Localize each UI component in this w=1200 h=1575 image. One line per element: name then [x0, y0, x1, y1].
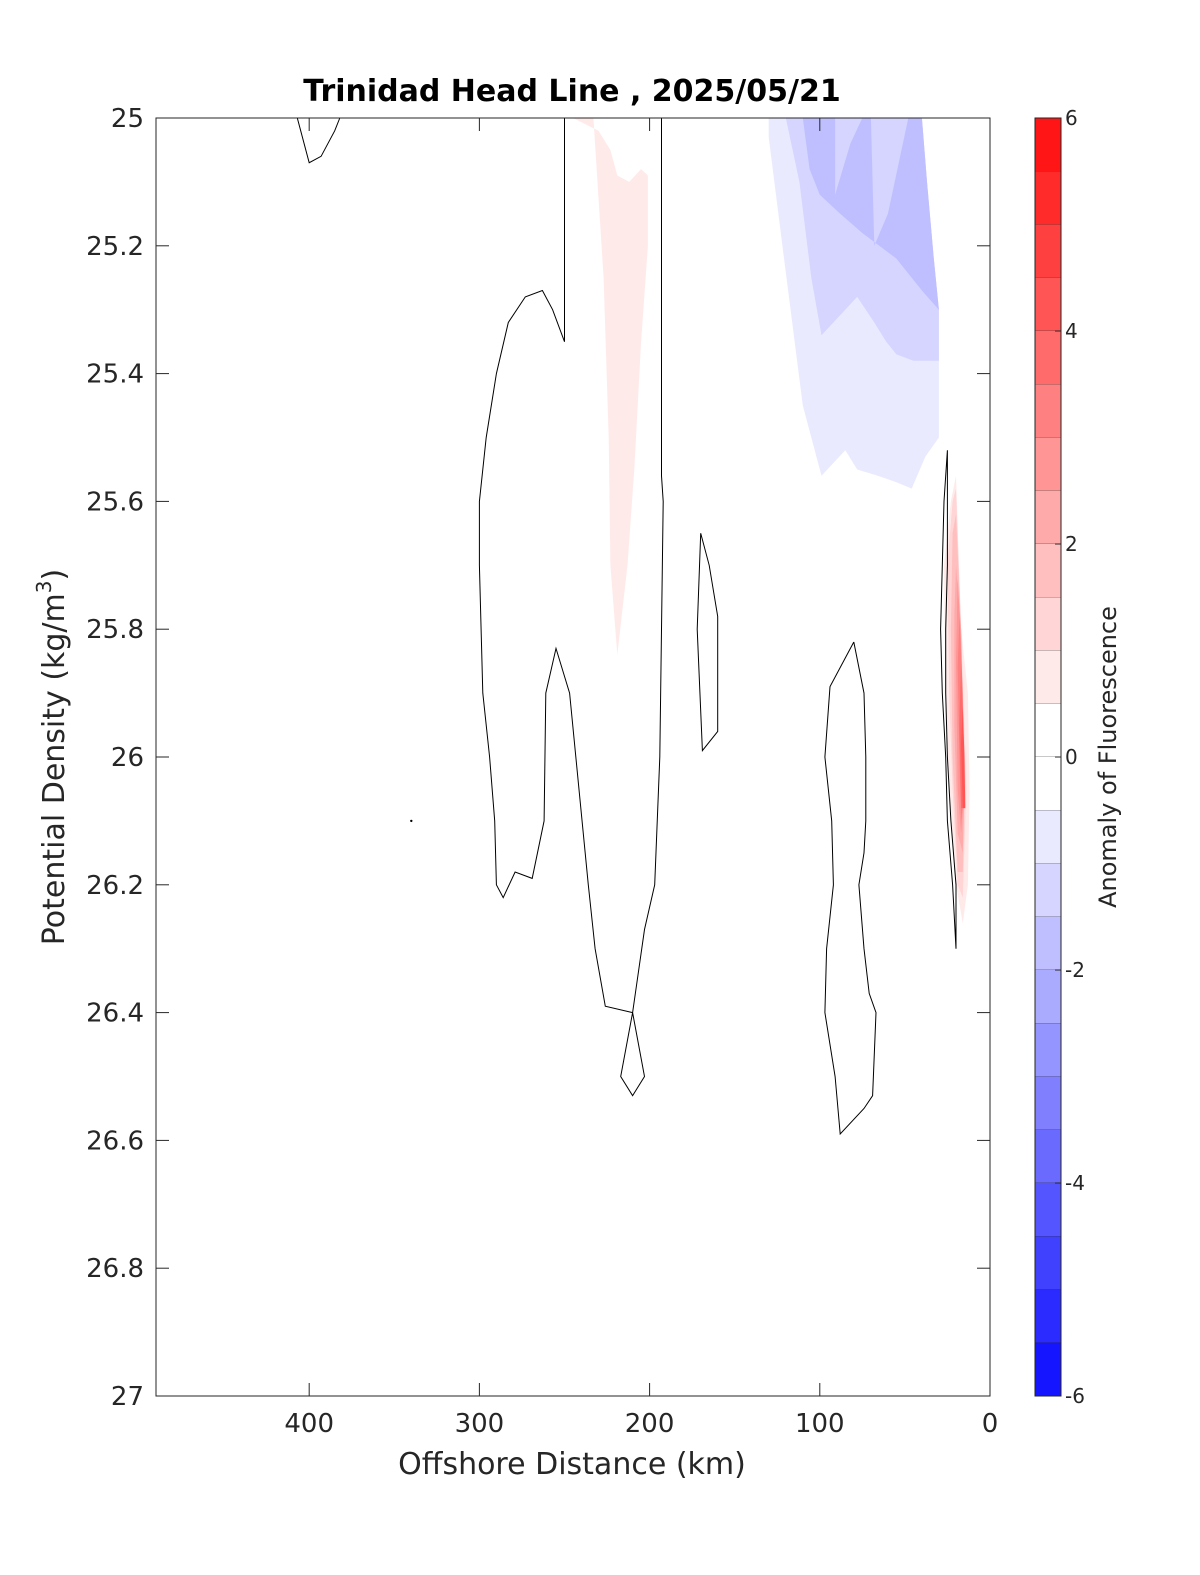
zero-contour-5: [940, 450, 957, 949]
stray-points: [410, 819, 413, 823]
y-tick-label: 26.8: [86, 1254, 144, 1284]
colorbar-tick-label: 0: [1065, 745, 1078, 769]
colorbar-band: [1035, 1023, 1061, 1077]
colorbar-band: [1035, 757, 1061, 811]
colorbar-band: [1035, 650, 1061, 705]
colorbar-band: [1035, 437, 1061, 492]
x-tick-label: 100: [795, 1409, 845, 1439]
colorbar-band: [1035, 1289, 1061, 1344]
colorbar-band: [1035, 1076, 1061, 1131]
y-tick-label: 26.6: [86, 1126, 144, 1156]
colorbar-band: [1035, 863, 1061, 918]
colorbar-tick-label: -6: [1065, 1384, 1085, 1408]
colorbar-band: [1035, 544, 1061, 598]
zero-contour-2: [620, 1012, 646, 1097]
y-axis-label-end: ): [37, 569, 72, 581]
zero-contour-1: [478, 118, 664, 1014]
colorbar-band: [1035, 1342, 1061, 1397]
colorbar-band: [1035, 810, 1061, 864]
y-tick-label: 25: [111, 104, 144, 134]
y-axis-label: Potential Density (kg/m3): [32, 569, 72, 945]
chart-title: Trinidad Head Line , 2025/05/21: [303, 74, 840, 109]
colorbar: [1034, 117, 1062, 1397]
anomaly-region-0: [573, 118, 648, 655]
colorbar-tick-label: 4: [1065, 319, 1078, 343]
anomaly-region-11: [961, 705, 966, 809]
y-tick-label: 25.2: [86, 232, 144, 262]
y-tick-label: 25.8: [86, 615, 144, 645]
colorbar-band: [1035, 277, 1061, 332]
y-axis-label-main: Potential Density (kg/m: [37, 593, 72, 945]
colorbar-band: [1035, 331, 1061, 385]
y-tick-label: 26.4: [86, 999, 144, 1029]
y-axis-label-superscript: 3: [32, 580, 56, 593]
colorbar-ticks: 6 4 2 0 -2 -4 -6: [1055, 106, 1085, 1408]
colorbar-band: [1035, 1129, 1061, 1184]
x-axis-label: Offshore Distance (km): [398, 1447, 746, 1482]
x-tick-label: 300: [455, 1409, 505, 1439]
y-axis-ticks: 25 25.2 25.4 25.6 25.8 26 26.2 26.4 26.6 26.8 27: [86, 104, 990, 1412]
colorbar-band: [1035, 490, 1061, 545]
zero-contours: [296, 117, 957, 1136]
zero-contour-0: [296, 117, 341, 164]
colorbar-band: [1035, 597, 1061, 651]
y-tick-label: 25.6: [86, 487, 144, 517]
colorbar-band: [1035, 1183, 1061, 1237]
y-tick-label: 26: [111, 743, 144, 773]
colorbar-band: [1035, 916, 1061, 971]
colorbar-band: [1035, 1236, 1061, 1290]
y-tick-label: 26.2: [86, 871, 144, 901]
filled-regions: [573, 118, 970, 924]
colorbar-tick-label: -4: [1065, 1171, 1085, 1195]
zero-contour-4: [824, 641, 877, 1136]
colorbar-band: [1035, 224, 1061, 279]
colorbar-band: [1035, 703, 1061, 758]
y-tick-label: 27: [111, 1382, 144, 1412]
colorbar-tick-label: -2: [1065, 958, 1085, 982]
x-axis-ticks: 400 300 200 100 0: [284, 118, 998, 1439]
x-tick-label: 200: [625, 1409, 675, 1439]
x-tick-label: 400: [284, 1409, 334, 1439]
colorbar-tick-label: 2: [1065, 532, 1078, 556]
zero-contour-3: [696, 533, 719, 752]
x-tick-label: 0: [982, 1409, 999, 1439]
stray-point-0: [410, 819, 413, 823]
colorbar-tick-label: 6: [1065, 106, 1078, 130]
colorbar-band: [1035, 384, 1061, 438]
anomaly-region-3: [802, 118, 939, 310]
colorbar-label: Anomaly of Fluorescence: [1094, 606, 1122, 908]
y-tick-label: 25.4: [86, 360, 144, 390]
colorbar-band: [1035, 970, 1061, 1024]
colorbar-band: [1035, 171, 1061, 225]
colorbar-band: [1035, 118, 1061, 172]
